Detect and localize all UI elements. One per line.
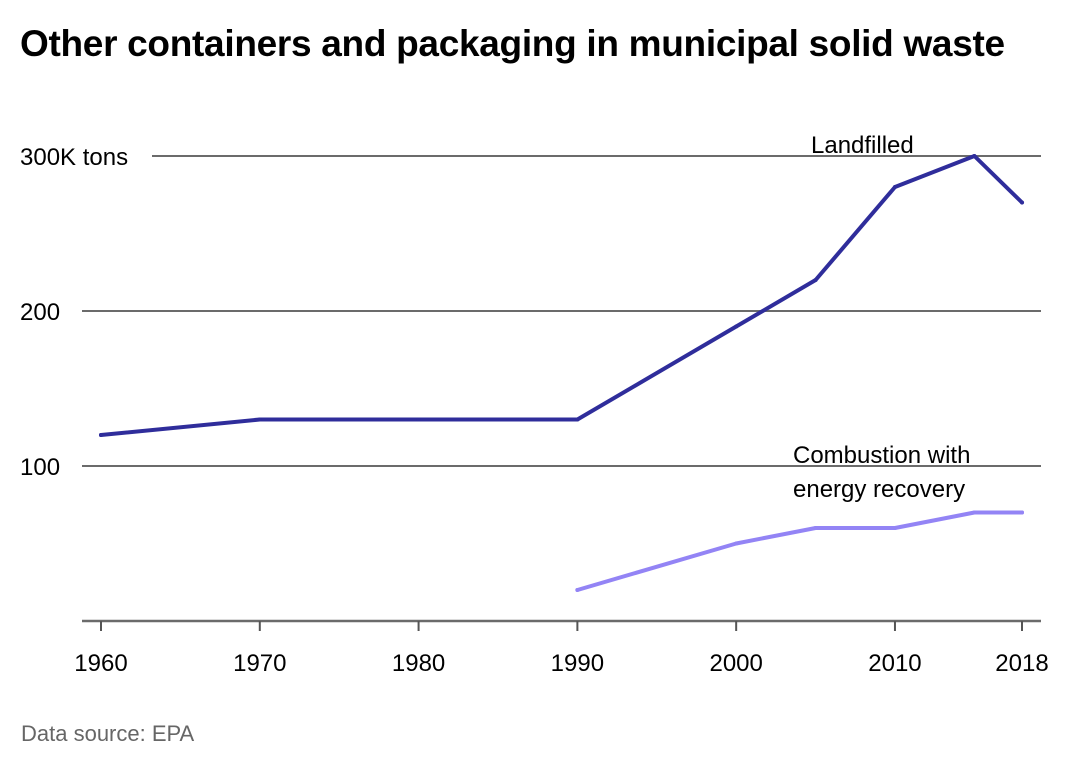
data-point: [813, 278, 818, 282]
data-source: Data source: EPA: [21, 721, 195, 746]
data-point: [972, 154, 977, 158]
series-label: Landfilled: [811, 132, 914, 159]
data-point: [892, 185, 897, 189]
x-tick-label: 1970: [233, 650, 286, 677]
series-label-line: Landfilled: [811, 132, 914, 159]
y-tick-label: 100: [20, 454, 60, 481]
series-line-landfilled: [99, 154, 1024, 437]
data-point: [892, 526, 897, 530]
y-axis: 100 200 300K tons: [20, 144, 128, 481]
x-tick-label: 2010: [868, 650, 921, 677]
data-point: [813, 526, 818, 530]
series-label: Combustion with energy recovery: [793, 442, 970, 503]
data-point: [575, 417, 580, 422]
data-point: [1020, 200, 1024, 205]
gridlines: [82, 155, 1041, 467]
data-point: [99, 433, 103, 437]
series-label-line: energy recovery: [793, 476, 965, 503]
data-point: [416, 417, 421, 422]
x-tick-label: 2000: [709, 650, 762, 677]
data-point: [575, 588, 580, 592]
x-tick-label: 1960: [74, 650, 127, 677]
data-point: [734, 324, 739, 329]
x-tick-label: 1980: [392, 650, 445, 677]
series-label-line: Combustion with: [793, 442, 970, 469]
series-labels: Landfilled Combustion with energy recovery: [793, 132, 970, 503]
data-point: [257, 417, 262, 422]
chart-title: Other containers and packaging in munici…: [20, 23, 1005, 64]
data-point: [1020, 510, 1024, 515]
y-tick-label: 300K tons: [20, 144, 128, 171]
data-point: [972, 510, 977, 515]
x-axis: 1960 1970 1980 1990 2000 2010 2018: [74, 619, 1049, 677]
series-lines: [99, 154, 1024, 592]
y-tick-label: 200: [20, 299, 60, 326]
x-tick-label: 1990: [551, 650, 604, 677]
x-tick-label: 2018: [995, 650, 1048, 677]
data-point: [734, 541, 739, 546]
series-line-combustion-with-energy-recovery: [575, 510, 1024, 592]
